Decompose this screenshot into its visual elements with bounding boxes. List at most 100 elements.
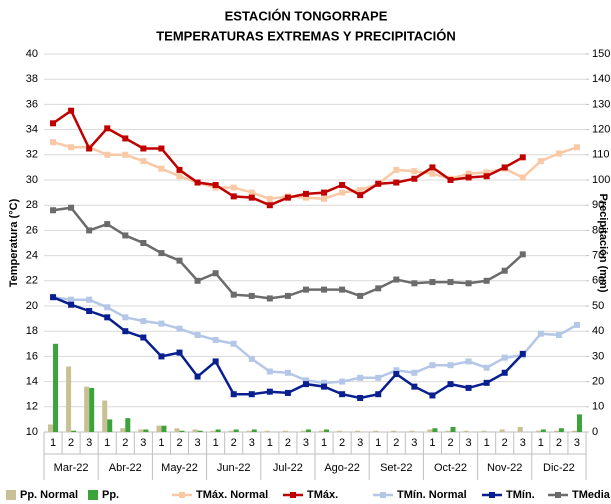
bar xyxy=(179,430,185,432)
bar xyxy=(156,425,162,432)
marker xyxy=(321,379,328,386)
marker xyxy=(519,154,526,161)
legend-marker xyxy=(380,492,386,498)
legend-marker xyxy=(489,492,495,498)
x-tick-label: 3 xyxy=(466,437,472,449)
marker xyxy=(302,377,309,384)
bar xyxy=(48,424,54,432)
marker xyxy=(194,331,201,338)
marker xyxy=(68,107,75,114)
marker xyxy=(483,364,490,371)
marker xyxy=(302,194,309,201)
marker xyxy=(176,257,183,264)
bar xyxy=(558,428,564,432)
bar xyxy=(125,418,131,432)
marker xyxy=(50,207,57,214)
marker xyxy=(266,295,273,302)
bar xyxy=(143,429,149,432)
marker xyxy=(321,195,328,202)
month-label: Jun-22 xyxy=(217,462,251,474)
x-tick-label: 1 xyxy=(50,437,56,449)
marker xyxy=(212,337,219,344)
marker xyxy=(447,381,454,388)
marker xyxy=(465,358,472,365)
bar xyxy=(427,429,433,432)
month-label: Dic-22 xyxy=(543,462,575,474)
legend-label: TMedia xyxy=(572,489,611,501)
marker xyxy=(194,373,201,380)
marker xyxy=(429,362,436,369)
marker xyxy=(68,204,75,211)
y-tick-label: 22 xyxy=(26,275,38,287)
marker xyxy=(555,331,562,338)
marker xyxy=(375,285,382,292)
marker xyxy=(140,240,147,246)
marker xyxy=(104,304,111,311)
marker xyxy=(393,371,400,378)
line xyxy=(52,108,524,207)
bar xyxy=(450,426,456,432)
marker xyxy=(302,286,309,293)
marker xyxy=(411,280,418,287)
marker xyxy=(50,120,57,127)
marker xyxy=(230,291,237,298)
marker xyxy=(357,187,364,194)
marker xyxy=(465,174,472,181)
marker xyxy=(122,151,129,158)
marker xyxy=(357,374,364,381)
legend-marker xyxy=(555,492,561,498)
marker xyxy=(465,384,472,391)
marker xyxy=(465,170,472,177)
bar xyxy=(251,429,257,432)
marker xyxy=(158,353,165,360)
marker xyxy=(104,151,111,158)
marker xyxy=(248,189,255,196)
y-tick-label: 38 xyxy=(26,73,38,85)
y-axis-title: Temperatura (°C) xyxy=(8,198,20,287)
marker xyxy=(230,340,237,347)
bar xyxy=(535,430,541,432)
y2-tick-label: 20 xyxy=(592,376,604,388)
marker xyxy=(86,308,93,315)
marker xyxy=(411,369,418,376)
marker xyxy=(339,189,346,196)
marker xyxy=(248,292,255,299)
bar xyxy=(463,430,469,432)
bar xyxy=(84,386,90,432)
x-tick-label: 3 xyxy=(411,437,417,449)
y-tick-label: 36 xyxy=(26,98,38,110)
marker xyxy=(429,164,436,171)
marker xyxy=(465,280,472,287)
x-tick-label: 2 xyxy=(393,437,399,449)
legend-label: Pp. xyxy=(102,489,119,501)
x-tick-label: 2 xyxy=(447,437,453,449)
bar xyxy=(264,430,270,432)
bar xyxy=(540,429,546,432)
y2-tick-label: 60 xyxy=(592,275,604,287)
month-label: Ago-22 xyxy=(324,462,359,474)
bar xyxy=(174,428,180,432)
x-tick-label: 1 xyxy=(213,437,219,449)
month-label: Mar-22 xyxy=(54,462,89,474)
y2-axis-title: Precipitación (mm) xyxy=(597,193,609,292)
x-tick-label: 2 xyxy=(556,437,562,449)
bar xyxy=(197,430,203,432)
marker xyxy=(483,169,490,176)
marker xyxy=(573,321,580,328)
x-tick-label: 2 xyxy=(68,437,74,449)
y-tick-label: 24 xyxy=(26,250,38,262)
marker xyxy=(86,145,93,152)
x-tick-label: 1 xyxy=(429,437,435,449)
y2-tick-label: 40 xyxy=(592,325,604,337)
month-label: Jul-22 xyxy=(273,462,303,474)
marker xyxy=(447,362,454,369)
bar xyxy=(228,430,234,432)
marker xyxy=(122,328,129,335)
bar xyxy=(576,414,582,432)
marker xyxy=(212,358,219,365)
marker xyxy=(357,192,364,199)
marker xyxy=(375,180,382,187)
bar xyxy=(499,429,505,432)
marker xyxy=(519,251,526,258)
